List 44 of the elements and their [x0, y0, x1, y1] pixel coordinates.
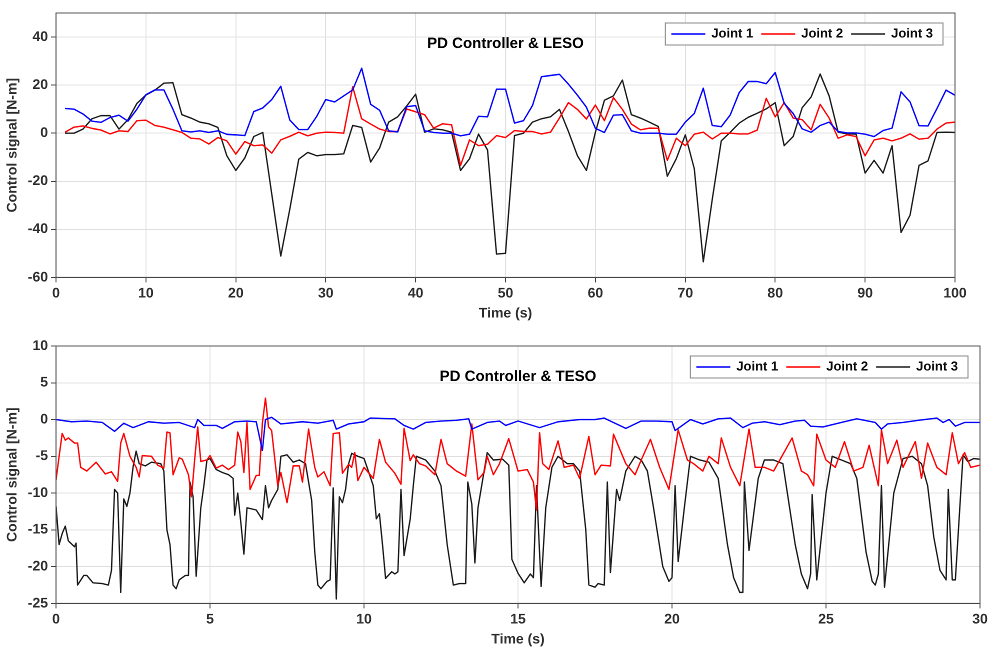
x-tick-label: 60: [588, 284, 604, 301]
y-tick-label: -25: [28, 594, 48, 610]
legend-label: Joint 3: [891, 26, 934, 41]
legend-label: Joint 1: [711, 26, 754, 41]
x-tick-label: 50: [498, 284, 514, 301]
x-tick-label: 0: [52, 284, 60, 301]
x-tick-label: 80: [767, 284, 784, 301]
x-tick-label: 25: [818, 610, 834, 627]
x-tick-label: 15: [510, 610, 526, 627]
x-tick-label: 20: [664, 610, 680, 627]
legend-label: Joint 2: [801, 26, 844, 41]
x-axis-title: Time (s): [491, 630, 545, 646]
y-tick-label: 40: [32, 28, 48, 44]
y-tick-label: 20: [32, 76, 48, 92]
legend-label: Joint 2: [826, 358, 868, 374]
y-tick-label: 10: [32, 336, 48, 353]
y-tick-label: -40: [28, 220, 48, 236]
y-tick-label: -60: [28, 268, 48, 284]
legend-label: Joint 1: [736, 358, 778, 374]
x-tick-label: 30: [318, 284, 334, 301]
y-tick-label: 5: [40, 374, 48, 390]
y-tick-label: 0: [40, 410, 48, 426]
y-tick-label: -10: [28, 484, 48, 500]
x-tick-label: 40: [408, 284, 424, 301]
x-tick-label: 0: [52, 610, 60, 627]
x-tick-label: 90: [857, 284, 874, 301]
x-tick-label: 10: [356, 610, 372, 627]
y-tick-label: 0: [40, 124, 48, 140]
legend-label: Joint 3: [916, 358, 958, 374]
x-tick-label: 20: [228, 284, 244, 301]
y-tick-label: -20: [28, 172, 48, 188]
y-axis-title: Control signal [N-m]: [3, 78, 20, 212]
x-axis-title: Time (s): [478, 304, 532, 320]
y-tick-label: -20: [28, 557, 48, 574]
x-tick-label: 5: [206, 610, 214, 627]
y-axis-title: Control signal [N-m]: [3, 407, 20, 542]
x-tick-label: 100: [943, 284, 967, 301]
x-tick-label: 70: [678, 284, 694, 301]
text: PD Controller & TESO: [440, 368, 597, 386]
x-tick-label: 10: [138, 284, 154, 301]
y-tick-label: -5: [36, 447, 48, 464]
text: PD Controller & LESO: [427, 35, 584, 52]
x-tick-label: 30: [972, 610, 988, 627]
y-tick-label: -15: [28, 520, 48, 537]
